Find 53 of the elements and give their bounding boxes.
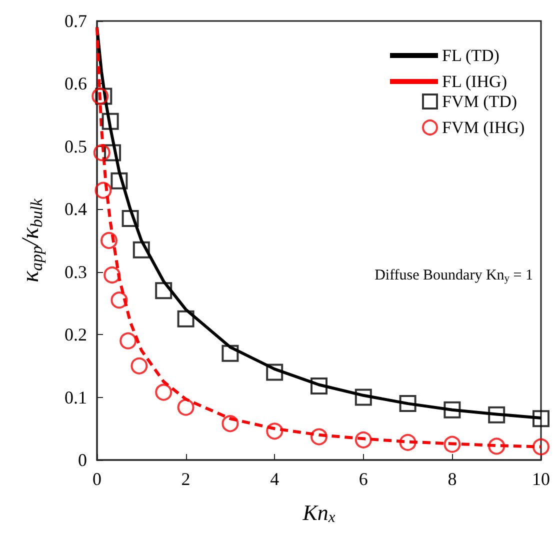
point <box>120 332 137 350</box>
y-tick-label: 0.7 <box>64 11 87 31</box>
point <box>488 406 506 424</box>
point <box>488 438 506 455</box>
point <box>444 401 461 418</box>
x-tick-label: 10 <box>532 469 550 489</box>
legend-label: FVM (IHG) <box>442 118 525 137</box>
point <box>94 182 112 199</box>
x-tick-label: 8 <box>448 469 457 489</box>
point <box>222 415 239 432</box>
y-tick-label: 0.2 <box>64 324 87 345</box>
point <box>177 310 194 328</box>
point <box>155 282 172 300</box>
point <box>399 395 416 412</box>
point <box>266 364 284 381</box>
y-tick-label: 0.1 <box>64 387 87 408</box>
point <box>532 410 550 428</box>
legend-label: FVM (TD) <box>442 92 518 111</box>
point <box>132 241 150 258</box>
x-tick-label: 4 <box>270 469 280 489</box>
point <box>104 266 121 284</box>
point <box>177 398 194 416</box>
point <box>310 377 328 394</box>
y-tick-label: 0.6 <box>64 74 87 94</box>
point <box>222 344 239 362</box>
point <box>354 431 372 448</box>
x-tick-label: 6 <box>358 469 368 489</box>
point <box>354 388 372 406</box>
point <box>310 428 328 446</box>
y-axis-title: κapp/κbulk <box>18 198 46 282</box>
point <box>399 434 416 451</box>
point <box>266 422 284 440</box>
point <box>92 88 109 105</box>
point <box>122 210 139 228</box>
y-tick-label: 0.4 <box>64 199 87 220</box>
point <box>100 232 118 249</box>
y-tick-label: 0.3 <box>64 262 87 282</box>
point <box>95 88 112 105</box>
point <box>532 438 550 456</box>
x-tick-label: 2 <box>181 469 190 489</box>
point <box>110 172 128 190</box>
point <box>93 144 110 162</box>
point <box>110 292 128 309</box>
point <box>155 384 172 401</box>
legend-label: FL (IHG) <box>442 72 507 91</box>
x-tick-label: 0 <box>92 469 102 489</box>
y-tick-label: 0.5 <box>64 136 87 156</box>
legend-label: FL (TD) <box>442 46 500 65</box>
y-tick-label: 0 <box>78 450 87 470</box>
point <box>102 112 119 130</box>
point <box>104 144 122 162</box>
point <box>130 357 148 374</box>
point <box>444 436 461 453</box>
